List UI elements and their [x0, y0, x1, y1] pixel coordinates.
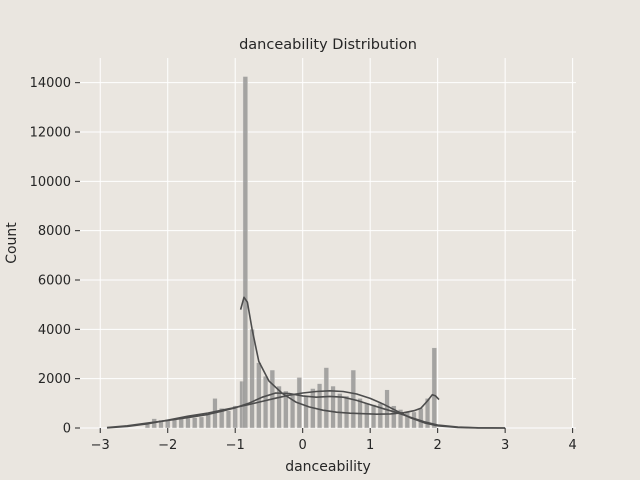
y-axis-title: Count	[4, 222, 20, 264]
histogram-bar	[232, 405, 238, 429]
histogram-bar	[418, 408, 424, 429]
histogram-bar	[323, 367, 329, 429]
x-axis: −3 −2 −1 0 1 2 3 4	[91, 428, 577, 453]
histogram-bar	[144, 424, 151, 429]
x-axis-title: danceability	[285, 459, 371, 475]
histogram-bar	[397, 409, 404, 429]
histogram-bar	[424, 398, 431, 429]
plot-area	[80, 58, 576, 428]
y-tick-label: 2000	[38, 372, 71, 387]
histogram-bar	[198, 416, 205, 429]
histogram-bar	[178, 418, 184, 429]
kde-curve	[106, 390, 506, 429]
histogram-bar	[171, 419, 178, 429]
histogram-bar	[192, 417, 198, 429]
histogram-bar	[205, 414, 211, 429]
histogram-bar	[330, 385, 336, 429]
histogram-bar	[343, 395, 350, 429]
histogram-bar	[165, 420, 171, 429]
histogram-bar	[242, 76, 248, 429]
x-tick-label: 1	[366, 438, 374, 453]
histogram-bar	[404, 411, 410, 429]
x-tick-label: −1	[226, 438, 245, 453]
x-tick-label: 4	[568, 438, 576, 453]
chart-title: danceability Distribution	[239, 37, 417, 53]
histogram-bar	[185, 417, 191, 429]
histogram-bar	[283, 390, 289, 429]
histogram-bar	[370, 404, 377, 429]
x-tick-label: −3	[91, 438, 110, 453]
histogram-bar	[158, 419, 164, 429]
histogram-bar	[219, 408, 225, 429]
y-tick-label: 6000	[38, 274, 71, 289]
histogram-bar	[337, 393, 343, 429]
y-tick-label: 4000	[38, 323, 71, 338]
kde-curve	[106, 392, 506, 429]
y-tick-label: 8000	[38, 224, 71, 239]
x-tick-label: 0	[299, 438, 307, 453]
y-tick-label: 14000	[30, 76, 71, 91]
x-tick-label: −2	[158, 438, 177, 453]
y-tick-label: 0	[63, 422, 71, 437]
histogram-bar	[263, 376, 269, 429]
kde-curve	[239, 296, 440, 415]
y-tick-label: 10000	[30, 175, 71, 190]
y-axis: 0 2000 4000 6000 8000 10000 12000 14000	[30, 76, 80, 437]
histogram-bar	[225, 410, 232, 429]
histogram-bar	[303, 395, 309, 429]
y-tick-label: 12000	[30, 126, 71, 141]
histogram-bar	[317, 383, 323, 429]
histogram-bar	[364, 403, 370, 429]
histogram-bar	[276, 385, 282, 429]
histogram-bar	[391, 405, 397, 429]
histogram-bar	[431, 347, 437, 429]
x-tick-label: 2	[434, 438, 442, 453]
x-tick-label: 3	[501, 438, 509, 453]
kde-curves	[106, 296, 506, 429]
histogram-bar	[249, 329, 255, 429]
histogram-bar	[256, 362, 262, 429]
